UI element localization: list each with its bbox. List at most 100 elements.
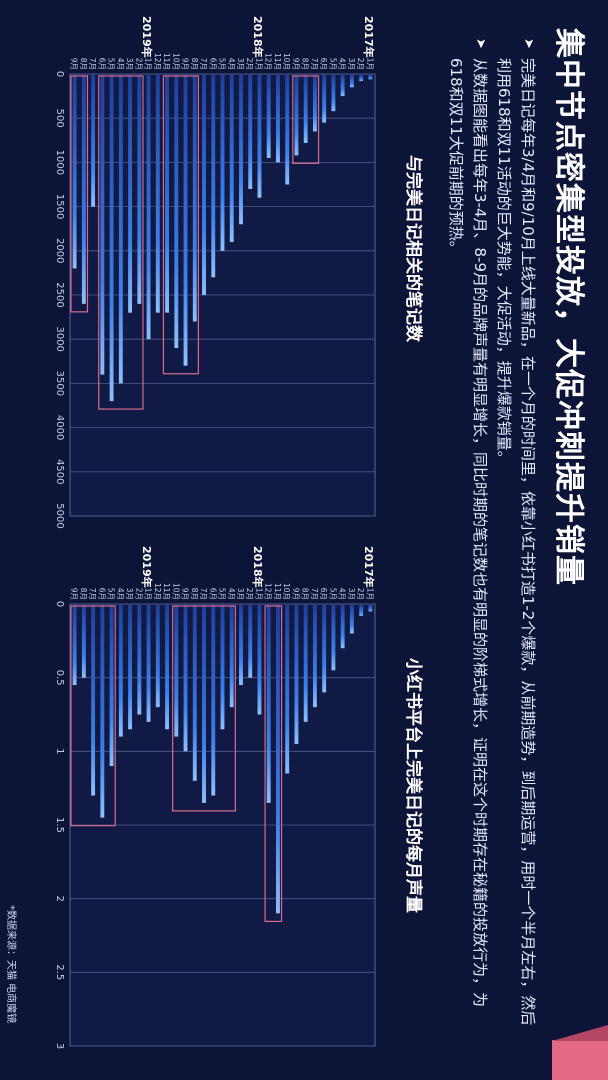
- tick-label: 0: [54, 71, 65, 77]
- bar: [100, 605, 105, 818]
- category-label: 4月: [116, 58, 125, 70]
- category-label: 8月: [79, 58, 88, 70]
- bar: [294, 605, 299, 744]
- category-label: 2月: [134, 588, 143, 600]
- category-label: 9月: [70, 588, 79, 600]
- category-label: 6月: [319, 58, 328, 70]
- bar: [276, 605, 280, 914]
- highlight-box: [98, 75, 144, 410]
- category-label: 2月: [245, 58, 254, 70]
- year-label: 2017年: [362, 16, 376, 58]
- category-label: 4月: [227, 58, 236, 70]
- bar: [359, 605, 364, 616]
- category-label: 8月: [190, 58, 199, 70]
- category-label: 6月: [208, 58, 217, 70]
- bar: [137, 605, 142, 715]
- category-label: 7月: [88, 588, 97, 600]
- tick-label: 4000: [54, 415, 65, 440]
- category-label: 1月: [144, 58, 153, 70]
- category-label: 11月: [273, 583, 282, 600]
- bar: [81, 75, 86, 304]
- category-label: 12月: [264, 583, 273, 600]
- category-label: 1月: [365, 58, 374, 70]
- highlight-box: [70, 605, 116, 827]
- category-label: 5月: [328, 588, 337, 600]
- category-label: 4月: [338, 58, 347, 70]
- bar: [146, 75, 151, 340]
- category-label: 7月: [310, 58, 319, 70]
- bar: [312, 605, 317, 708]
- bar: [220, 75, 225, 251]
- bar: [359, 75, 364, 82]
- bullet-item: 从数据图能看出每年3-4月、8-9月的品牌声量有明显增长，同比时期的笔记数也有明…: [444, 38, 492, 1028]
- year-label: 2019年: [140, 546, 154, 588]
- year-label: 2018年: [251, 546, 265, 588]
- bar: [72, 75, 77, 269]
- bar: [331, 75, 336, 112]
- category-label: 2月: [134, 58, 143, 70]
- data-source: *数据来源：天猫 电商魔镜: [5, 905, 16, 1024]
- category-label: 10月: [282, 53, 291, 70]
- category-label: 2月: [356, 588, 365, 600]
- bar: [340, 605, 345, 649]
- category-label: 10月: [282, 583, 291, 600]
- bar: [91, 75, 96, 207]
- bar: [229, 605, 234, 708]
- category-label: 1月: [254, 58, 263, 70]
- bar: [192, 75, 197, 322]
- bar: [183, 75, 188, 366]
- bar: [100, 75, 105, 375]
- bar: [266, 75, 271, 158]
- category-label: 12月: [153, 53, 162, 70]
- category-label: 3月: [347, 58, 356, 70]
- bar: [266, 605, 271, 803]
- category-label: 9月: [181, 588, 190, 600]
- bar: [248, 75, 253, 189]
- bar: [248, 605, 253, 678]
- bar: [276, 75, 280, 163]
- tick-label: 0: [54, 601, 65, 607]
- tick-label: 0.5: [54, 670, 65, 686]
- category-label: 3月: [347, 588, 356, 600]
- category-label: 8月: [190, 588, 199, 600]
- category-label: 5月: [107, 58, 116, 70]
- tick-label: 3500: [54, 371, 65, 396]
- bar: [349, 75, 354, 88]
- bar: [174, 75, 179, 349]
- tick-label: 500: [54, 109, 65, 128]
- category-label: 8月: [79, 588, 88, 600]
- tick-label: 5000: [54, 503, 65, 528]
- tick-label: 3: [54, 1043, 65, 1049]
- tick-label: 2500: [54, 282, 65, 307]
- category-label: 6月: [319, 588, 328, 600]
- tick-label: 3000: [54, 326, 65, 351]
- bar: [81, 605, 86, 678]
- year-label: 2018年: [251, 16, 265, 58]
- bar: [220, 605, 225, 730]
- bar: [322, 605, 327, 693]
- category-label: 5月: [107, 588, 116, 600]
- bar: [211, 75, 216, 278]
- tick-label: 2000: [54, 238, 65, 263]
- category-label: 3月: [125, 588, 134, 600]
- bar: [128, 75, 133, 313]
- chart-title-volume: 小红书平台上完美日记的每月声量: [403, 658, 423, 913]
- bar: [165, 75, 169, 313]
- notes-chart: 0 500 1000 1500 2000 2500 3000 3500 4000 4500 5000…: [54, 16, 376, 529]
- category-label: 4月: [116, 588, 125, 600]
- bar: [202, 605, 206, 803]
- tick-label: 4500: [54, 459, 65, 484]
- bar: [165, 605, 169, 730]
- bullet-item: 完美日记每年3/4月和9/10月上线大量新品，在一个月的时间里，依靠小红书打造1…: [492, 38, 540, 1028]
- category-label: 7月: [199, 588, 208, 600]
- bar: [174, 605, 179, 737]
- bar: [303, 75, 308, 143]
- category-label: 2月: [245, 588, 254, 600]
- bar: [322, 75, 327, 123]
- category-label: 11月: [162, 53, 171, 70]
- highlight-box: [292, 75, 320, 164]
- year-label: 2017年: [362, 546, 376, 588]
- bar: [109, 75, 114, 402]
- category-label: 10月: [171, 583, 180, 600]
